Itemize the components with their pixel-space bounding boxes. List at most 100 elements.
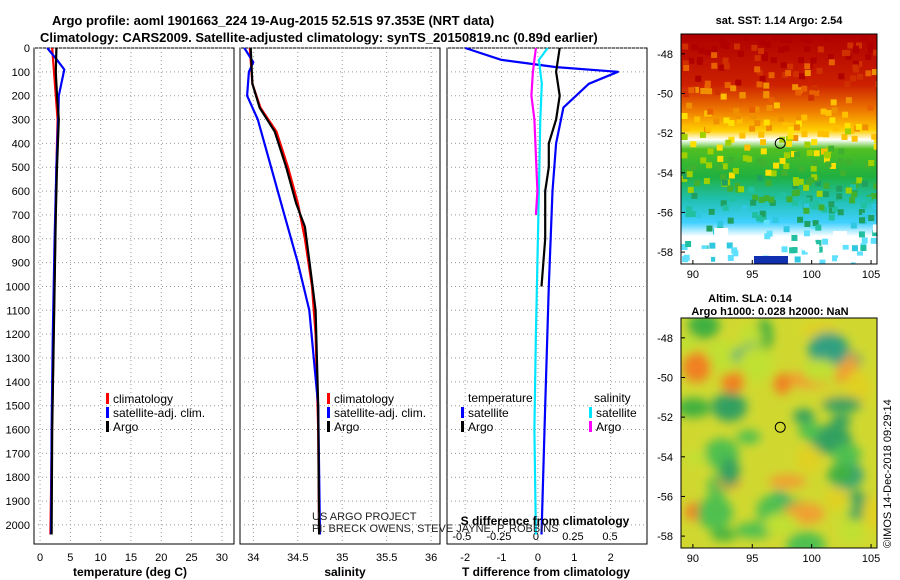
sst-pixel (832, 255, 839, 262)
sst-pixel (773, 162, 780, 169)
sst-pixel (764, 41, 771, 48)
sst-pixel (728, 120, 735, 127)
sst-pixel (864, 162, 871, 169)
sla-blob (719, 457, 740, 487)
sst-pixel (828, 145, 835, 152)
sst-pixel (858, 209, 865, 216)
sst-pixel (752, 212, 759, 219)
sst-pixel (822, 34, 829, 41)
sst-pixel (816, 67, 823, 74)
sst-pixel (873, 143, 877, 150)
x-tick-label: 25 (185, 552, 197, 564)
sst-pixel (811, 159, 818, 166)
sst-pixel (723, 63, 730, 70)
salinity-axis-label: salinity (324, 565, 366, 579)
sst-pixel (720, 93, 727, 100)
sst-pixel (856, 73, 863, 80)
sla-blob (827, 464, 856, 485)
sst-pixel (871, 204, 877, 211)
sst-pixel (790, 151, 797, 158)
sst-pixel (804, 46, 811, 53)
sst-pixel (871, 193, 877, 200)
sst-pixel (782, 122, 789, 129)
sst-pixel (795, 120, 802, 127)
series-line-temperature-argo (540, 47, 561, 287)
sst-pixel (860, 202, 867, 209)
sst-pixel (792, 135, 799, 142)
depth-tick-label: 1200 (6, 329, 30, 341)
legend-label-t-argo: Argo (468, 420, 494, 434)
legend-swatch-t-satellite (461, 407, 464, 418)
x-tick-label: 34.5 (287, 552, 308, 564)
sst-pixel (838, 73, 845, 80)
profile-location-marker (774, 137, 786, 149)
sst-pixel (770, 170, 777, 177)
sst-pixel (763, 119, 770, 126)
sst-pixel (695, 211, 702, 218)
sst-pixel (810, 165, 817, 172)
sst-pixel (786, 37, 793, 44)
legend-heading-salinity: salinity (594, 391, 631, 405)
depth-tick-label: 600 (12, 186, 30, 198)
legend-swatch-s-argo (589, 421, 592, 432)
sst-pixel (727, 156, 734, 163)
legend-swatch-climatology (327, 393, 330, 404)
sla-blob (808, 332, 849, 368)
sst-pixel (726, 242, 733, 249)
depth-tick-label: 1600 (6, 425, 30, 437)
depth-tick-label: 900 (12, 258, 30, 270)
lon-tick-label: 105 (862, 553, 880, 565)
depth-tick-label: 1300 (6, 353, 30, 365)
sst-pixel (765, 169, 772, 176)
sst-pixel (852, 45, 859, 52)
sst-pixel (793, 124, 800, 131)
sst-pixel (836, 193, 843, 200)
sst-pixel (773, 102, 780, 109)
sst-pixel (861, 180, 868, 187)
sst-pixel (827, 54, 834, 61)
sst-gap (701, 248, 716, 257)
sst-pixel (716, 144, 723, 151)
sst-pixel (781, 169, 788, 176)
legend-label-s-argo: Argo (596, 420, 622, 434)
sst-pixel (817, 46, 824, 53)
sst-pixel (825, 161, 832, 168)
sst-pixel (788, 126, 795, 133)
sst-gap (745, 250, 760, 259)
sst-pixel (732, 250, 739, 257)
depth-tick-label: 500 (12, 162, 30, 174)
sst-pixel (692, 86, 699, 93)
sst-pixel (809, 90, 816, 97)
sst-pixel (794, 151, 801, 158)
sst-pixel (754, 256, 788, 264)
sst-pixel (823, 156, 830, 163)
sst-pixel (704, 84, 711, 91)
sst-pixel (682, 173, 689, 180)
sst-pixel (842, 111, 849, 118)
sst-pixel (860, 244, 867, 251)
lon-tick-label: 95 (746, 553, 758, 565)
sst-pixel (837, 157, 844, 164)
sst-pixel (757, 175, 764, 182)
sst-pixel (754, 66, 761, 73)
x-tick-label: 2 (608, 552, 614, 564)
sst-pixel (850, 191, 857, 198)
sst-pixel (685, 241, 692, 248)
x-tick-label: 1 (571, 552, 577, 564)
sst-pixel (804, 197, 811, 204)
x2-tick-label: 0.5 (602, 531, 617, 543)
sst-pixel (730, 85, 737, 92)
sst-pixel (732, 167, 739, 174)
x2-tick-label: 0 (533, 531, 539, 543)
sst-pixel (841, 195, 848, 202)
sst-pixel (691, 44, 698, 51)
depth-tick-label: 1800 (6, 472, 30, 484)
sla-blob (738, 345, 774, 382)
sst-pixel (798, 165, 805, 172)
sst-pixel (861, 237, 868, 244)
sst-pixel (777, 115, 784, 122)
sst-pixel (798, 57, 805, 64)
sst-pixel (764, 233, 771, 240)
sst-pixel (841, 133, 848, 140)
